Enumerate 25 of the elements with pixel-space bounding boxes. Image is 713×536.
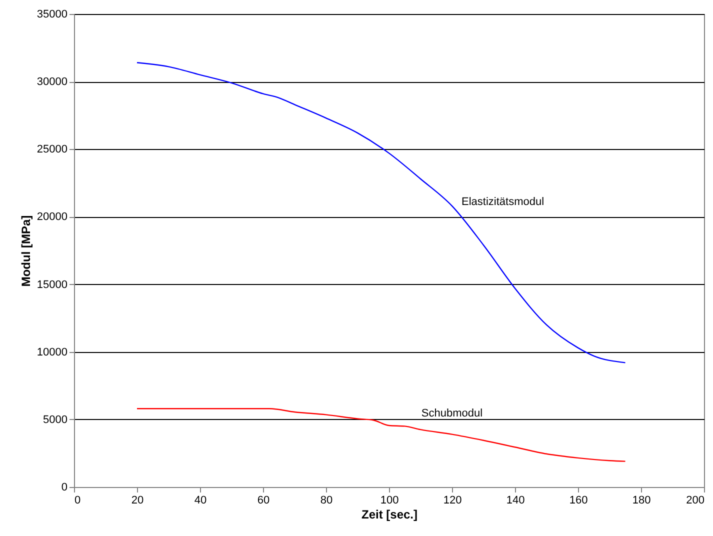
line-series [136, 408, 626, 462]
x-tick-label: 200 [686, 494, 704, 506]
y-tick-label: 30000 [36, 76, 68, 88]
x-tick-label: 160 [569, 494, 588, 506]
y-tick-label: 5000 [43, 414, 68, 426]
series-label: Schubmodul [421, 407, 483, 420]
y-tick-label: 0 [61, 482, 68, 494]
x-tick-label: 100 [380, 494, 399, 506]
x-tick-label: 40 [194, 494, 207, 506]
x-tick-label: 140 [506, 494, 525, 506]
x-tick-label: 0 [74, 494, 81, 506]
y-tick-label: 15000 [36, 278, 68, 291]
x-axis-title: Zeit [sec.] [361, 508, 418, 522]
y-tick-label: 10000 [36, 346, 68, 358]
x-tick-label: 60 [257, 494, 270, 506]
x-tick-label: 180 [632, 494, 651, 506]
y-tick-label: 35000 [36, 8, 68, 20]
line-series [136, 62, 626, 364]
x-tick-label: 80 [320, 494, 333, 506]
x-tick-label: 120 [443, 494, 462, 506]
series-label: Elastizitätsmodul [462, 196, 544, 208]
y-tick-label: 20000 [36, 211, 68, 224]
x-tick-label: 20 [131, 494, 144, 506]
y-axis-title: Modul [MPa] [18, 215, 33, 287]
y-tick-label: 25000 [36, 144, 68, 156]
